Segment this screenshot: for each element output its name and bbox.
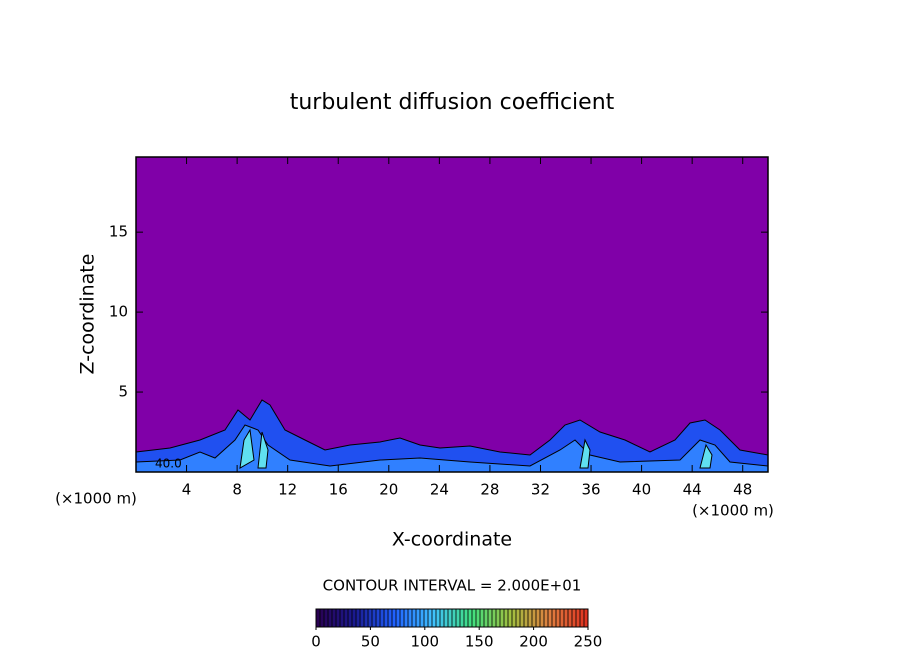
colorbar-tick-label: 250: [574, 633, 603, 651]
x-tick-label: 32: [531, 481, 550, 499]
y-tick-label: 15: [109, 223, 128, 241]
colorbar-tick-label: 100: [410, 633, 439, 651]
x-tick-label: 4: [182, 481, 192, 499]
x-tick-label: 12: [278, 481, 297, 499]
contour-label: 40.0: [155, 457, 182, 471]
colorbar-tick-label: 200: [519, 633, 548, 651]
x-tick-label: 24: [430, 481, 449, 499]
x-unit-label: (×1000 m): [692, 502, 774, 520]
plot-frame: [135, 156, 769, 473]
y-tick-label: 10: [109, 303, 128, 321]
x-tick-label: 48: [733, 481, 752, 499]
x-unit-label: (×1000 m): [55, 490, 137, 508]
x-axis-label: X-coordinate: [392, 529, 512, 551]
colorbar-tick-label: 150: [465, 633, 494, 651]
colorbar-tick-label: 50: [361, 633, 380, 651]
x-tick-label: 8: [232, 481, 242, 499]
contour-field: [136, 399, 768, 472]
chart-title: turbulent diffusion coefficient: [290, 90, 615, 115]
x-tick-label: 28: [480, 481, 499, 499]
y-tick-label: 5: [118, 383, 128, 401]
interval-label: CONTOUR INTERVAL = 2.000E+01: [323, 577, 582, 595]
contour-region: [136, 399, 768, 472]
contour-region: [136, 424, 768, 472]
x-tick-label: 40: [632, 481, 651, 499]
x-tick-label: 44: [683, 481, 702, 499]
contour-region: [239, 428, 713, 469]
colorbar-tick-label: 0: [311, 633, 321, 651]
x-tick-label: 16: [329, 481, 348, 499]
y-axis-label: Z-coordinate: [77, 254, 99, 375]
x-tick-label: 20: [379, 481, 398, 499]
x-tick-label: 36: [581, 481, 600, 499]
